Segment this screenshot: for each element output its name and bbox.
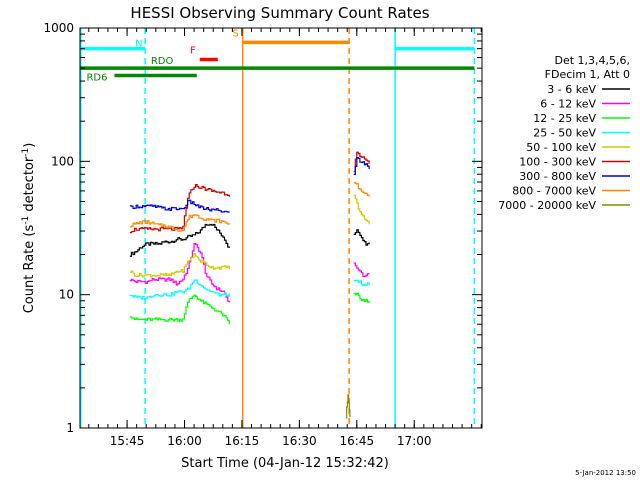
y-tick-label-0: 1	[66, 421, 74, 435]
y-tick-label-2: 100	[51, 154, 74, 168]
plot-area: N S F RDO RD6	[80, 28, 476, 428]
y-tick-label-1: 10	[59, 288, 74, 302]
x-tick-label-1: 16:00	[167, 434, 202, 448]
legend-label-8: 7000 - 20000 keV	[498, 199, 596, 212]
series-line-0-seg2	[353, 229, 370, 246]
series-line-1-seg2	[353, 262, 370, 278]
series-line-4-seg2	[353, 194, 370, 225]
legend-label-4: 50 - 100 keV	[526, 141, 596, 154]
legend-label-0: 3 - 6 keV	[547, 83, 596, 96]
legend-label-7: 800 - 7000 keV	[512, 185, 596, 198]
state-bar-label-f: F	[190, 46, 196, 57]
series-line-6-seg1	[129, 199, 230, 213]
series-line-6-seg2	[353, 157, 370, 175]
legend: Det 1,3,4,5,6, FDecim 1, Att 0 3 - 6 keV…	[498, 54, 630, 212]
legend-label-2: 12 - 25 keV	[533, 112, 596, 125]
state-bar-label-n: N	[135, 39, 142, 50]
state-bar-label-s: S	[232, 28, 238, 39]
x-axis-label: Start Time (04-Jan-12 15:32:42)	[181, 456, 389, 471]
y-tick-label-3: 1000	[43, 21, 74, 35]
series-line-3-seg2	[353, 279, 370, 286]
footer-date: 5-Jan-2012 13:50	[575, 469, 636, 477]
series-line-3-seg1	[129, 279, 230, 300]
x-tick-label-3: 16:30	[282, 434, 317, 448]
legend-label-1: 6 - 12 keV	[540, 98, 596, 111]
series-line-2-seg2	[353, 292, 370, 303]
chart-title: HESSI Observing Summary Count Rates	[130, 4, 429, 22]
axes: 15:45 16:00 16:15 16:30 16:45 17:00 1 10 100 1000	[43, 21, 482, 448]
series-line-7-seg2	[353, 181, 370, 197]
legend-label-5: 100 - 300 keV	[519, 156, 596, 169]
x-tick-label-2: 16:15	[225, 434, 260, 448]
legend-header-line-1: Det 1,3,4,5,6,	[554, 54, 630, 67]
x-tick-label-0: 15:45	[110, 434, 145, 448]
state-bar-label-rd6: RD6	[86, 73, 107, 84]
series-line-4-seg1	[129, 253, 230, 278]
plot-frame	[79, 27, 483, 429]
series-line-7-seg1	[129, 214, 230, 232]
legend-header-line-2: FDecim 1, Att 0	[545, 68, 630, 81]
series-line-0-seg1	[129, 223, 230, 257]
series-line-5-seg1	[129, 184, 230, 234]
series-line-8-seg1	[346, 394, 351, 419]
y-axis-label: Count Rate (s-1 detector-1)	[21, 143, 37, 314]
state-bar-label-rdo: RDO	[151, 56, 174, 67]
series-line-5-seg2	[353, 151, 370, 172]
x-tick-label-5: 17:00	[397, 434, 432, 448]
x-tick-label-4: 16:45	[340, 434, 375, 448]
legend-label-6: 300 - 800 keV	[519, 170, 596, 183]
series-line-2-seg1	[129, 294, 230, 325]
legend-label-3: 25 - 50 keV	[533, 127, 596, 140]
series-line-1-seg1	[129, 243, 230, 303]
